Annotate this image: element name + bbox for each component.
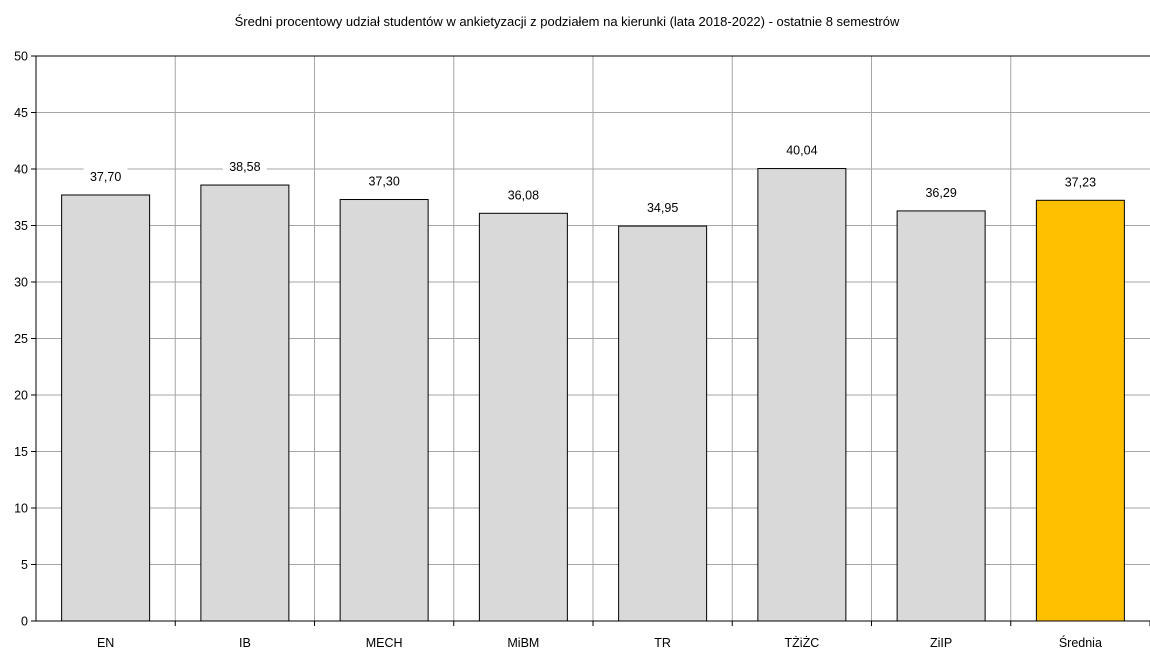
data-label: 37,70	[90, 170, 121, 184]
x-tick-label: TR	[654, 636, 671, 649]
data-label: 37,23	[1065, 175, 1096, 189]
axes	[31, 55, 1150, 626]
y-tick-label: 50	[14, 50, 28, 64]
data-label: 40,04	[786, 144, 817, 158]
bar-średnia	[1035, 199, 1125, 622]
bar-tżiżc	[757, 168, 847, 622]
data-label: 36,08	[508, 188, 539, 202]
x-tick-label: TŻiŻC	[785, 636, 820, 649]
bars	[61, 168, 1125, 622]
data-label-background	[919, 183, 964, 202]
y-tick-label: 0	[21, 615, 28, 629]
bar-tr	[618, 225, 708, 622]
data-label-background	[222, 158, 267, 177]
data-label-background	[501, 186, 546, 205]
x-tick-label: IB	[239, 636, 251, 649]
bar-ib	[200, 184, 290, 622]
data-label-background	[640, 199, 685, 218]
y-tick-label: 40	[14, 163, 28, 177]
data-label: 36,29	[925, 186, 956, 200]
data-label-background	[83, 167, 128, 186]
y-tick-label: 25	[14, 332, 28, 346]
x-tick-label: Średnia	[1059, 635, 1102, 649]
y-tick-label: 20	[14, 389, 28, 403]
data-label-background	[779, 141, 824, 160]
x-tick-label: ZiIP	[930, 636, 952, 649]
y-tick-label: 35	[14, 219, 28, 233]
y-tick-label: 30	[14, 276, 28, 290]
x-tick-label: MiBM	[507, 636, 539, 649]
bar-en	[61, 194, 151, 622]
chart-title: Średni procentowy udział studentów w ank…	[235, 14, 900, 29]
data-label: 37,30	[368, 175, 399, 189]
data-label-background	[362, 172, 407, 191]
bar-mech	[339, 199, 429, 622]
x-tick-label: EN	[97, 636, 114, 649]
y-tick-label: 15	[14, 445, 28, 459]
y-tick-label: 5	[21, 558, 28, 572]
data-label: 34,95	[647, 201, 678, 215]
data-label: 38,58	[229, 160, 260, 174]
y-tick-label: 10	[14, 502, 28, 516]
bar-ziip	[896, 210, 986, 622]
bar-mibm	[478, 212, 568, 622]
labels: 0 5 10 15 20 25 30 35 40 45 50 37,70 EN 38,58 IB 37,30 M…	[14, 50, 1103, 649]
x-tick-label: MECH	[366, 636, 403, 649]
y-tick-label: 45	[14, 106, 28, 120]
data-label-background	[1058, 173, 1103, 192]
